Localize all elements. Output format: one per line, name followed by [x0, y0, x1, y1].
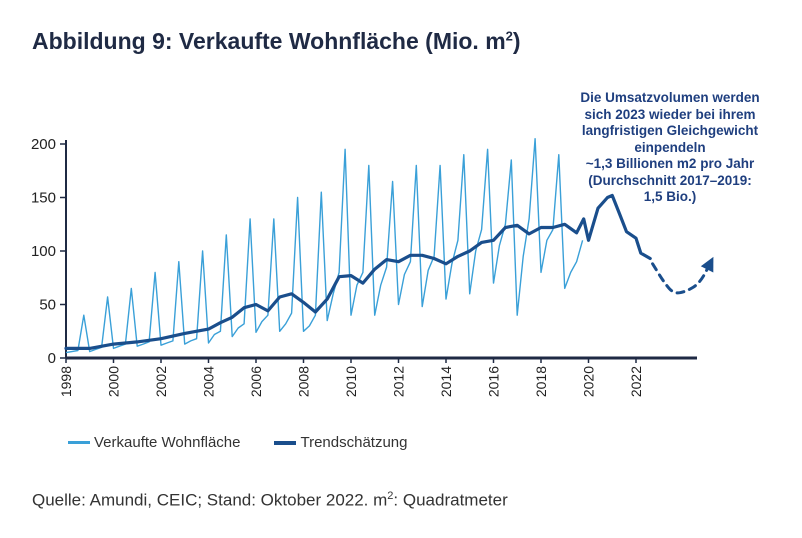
legend-swatch-monthly: [68, 441, 90, 444]
forecast-arrow-head: [700, 256, 714, 273]
x-tick-label: 2008: [296, 366, 312, 397]
x-tick-label: 2002: [153, 366, 169, 397]
legend: Verkaufte Wohnfläche Trendschätzung: [68, 434, 442, 451]
forecast-dashed-line: [651, 258, 714, 295]
y-tick-label: 0: [48, 350, 56, 367]
annotation-line: sich 2023 wieder bei ihrem: [584, 106, 756, 122]
legend-item-monthly: Verkaufte Wohnfläche: [68, 434, 240, 451]
legend-label-trend: Trendschätzung: [300, 434, 408, 451]
legend-label-monthly: Verkaufte Wohnfläche: [94, 434, 241, 451]
x-tick-label: 2012: [391, 366, 407, 397]
annotation-line: 1,5 Bio.): [643, 189, 697, 204]
annotation-line: Die Umsatzvolumen werden: [580, 90, 760, 105]
chart-title: Abbildung 9: Verkaufte Wohnfläche (Mio. …: [32, 28, 521, 54]
annotation-line: ~1,3 Billionen m2 pro Jahr: [585, 156, 755, 171]
y-tick-label: 150: [31, 190, 56, 207]
legend-item-trend: Trendschätzung: [274, 434, 408, 451]
annotation-line: (Durchschnitt 2017–2019:: [588, 172, 752, 188]
x-tick-label: 1998: [58, 366, 74, 397]
x-tick-label: 2018: [533, 366, 549, 397]
annotation-line: einpendeln: [634, 139, 706, 155]
series-line-trend: [64, 193, 652, 350]
y-tick-label: 50: [39, 297, 56, 314]
x-tick-label: 2006: [248, 366, 264, 397]
x-tick-label: 2022: [628, 366, 644, 397]
forecast-annotation: Die Umsatzvolumen werden sich 2023 wiede…: [548, 90, 792, 206]
x-tick-label: 2000: [106, 366, 122, 397]
x-tick-label: 2020: [581, 366, 597, 397]
series-line-monthly: [65, 137, 584, 354]
x-tick-label: 2010: [343, 366, 359, 397]
x-tick-label: 2004: [201, 366, 217, 397]
annotation-line: langfristigen Gleichgewicht: [581, 123, 759, 138]
y-tick-label: 100: [31, 243, 56, 260]
source-note: Quelle: Amundi, CEIC; Stand: Oktober 202…: [32, 490, 508, 510]
x-tick-label: 2016: [486, 366, 502, 397]
legend-swatch-trend: [274, 440, 297, 445]
x-tick-label: 2014: [438, 366, 454, 397]
y-tick-label: 200: [31, 136, 56, 153]
